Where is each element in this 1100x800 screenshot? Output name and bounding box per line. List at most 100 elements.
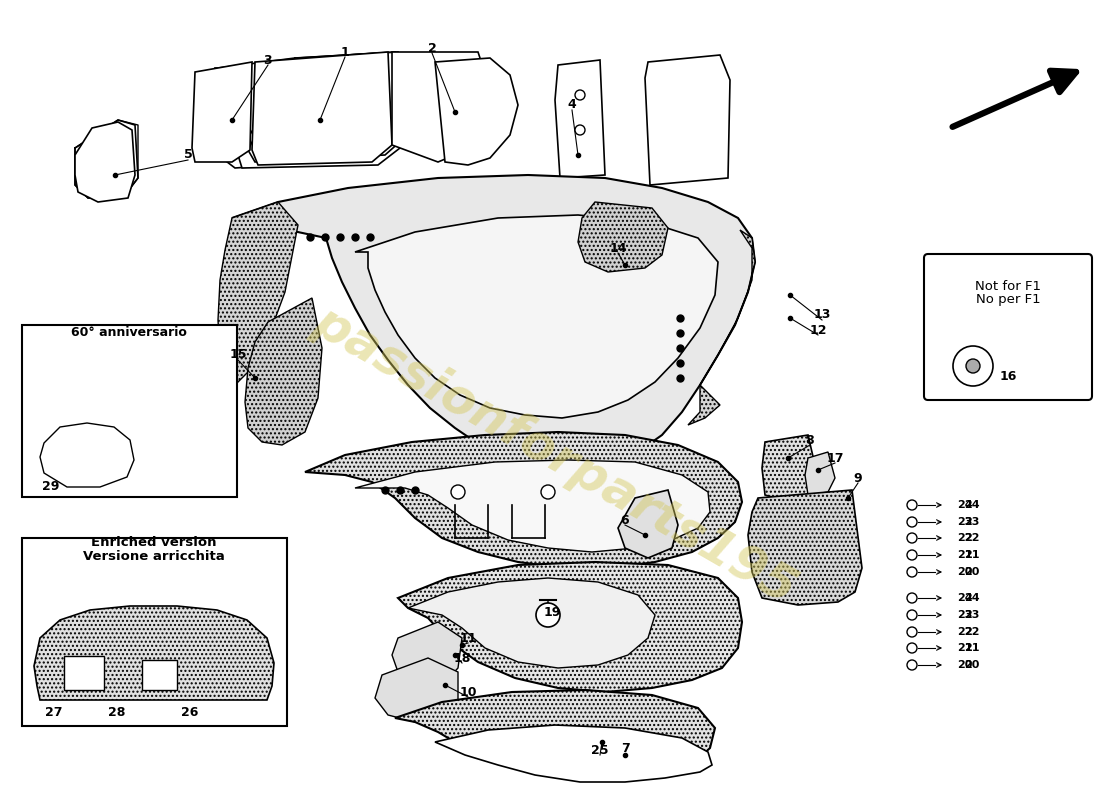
Polygon shape	[805, 452, 835, 495]
FancyBboxPatch shape	[22, 538, 287, 726]
FancyArrowPatch shape	[936, 646, 940, 650]
Polygon shape	[618, 490, 678, 558]
Text: 9: 9	[854, 471, 862, 485]
Circle shape	[451, 485, 465, 499]
Text: 21: 21	[957, 550, 972, 560]
Polygon shape	[434, 58, 518, 165]
FancyArrowPatch shape	[936, 502, 940, 507]
Text: 27: 27	[45, 706, 63, 719]
Text: 22: 22	[965, 533, 980, 543]
Circle shape	[908, 500, 917, 510]
Polygon shape	[375, 658, 458, 722]
Polygon shape	[40, 423, 134, 487]
Circle shape	[908, 660, 917, 670]
Polygon shape	[392, 622, 462, 685]
Text: 15: 15	[229, 349, 246, 362]
Polygon shape	[245, 298, 322, 445]
FancyArrowPatch shape	[936, 613, 940, 618]
Polygon shape	[688, 230, 755, 425]
Polygon shape	[762, 435, 818, 502]
FancyArrowPatch shape	[936, 553, 940, 558]
Text: 28: 28	[108, 706, 125, 719]
Circle shape	[908, 610, 917, 620]
FancyArrowPatch shape	[936, 536, 940, 540]
Text: 11: 11	[460, 631, 476, 645]
Polygon shape	[64, 656, 104, 690]
Text: 5: 5	[184, 149, 192, 162]
Text: Enriched version: Enriched version	[91, 537, 217, 550]
Polygon shape	[75, 120, 138, 198]
Polygon shape	[645, 55, 730, 185]
Text: 3: 3	[264, 54, 273, 66]
Circle shape	[966, 359, 980, 373]
Circle shape	[908, 593, 917, 603]
Text: 17: 17	[826, 451, 844, 465]
Polygon shape	[75, 122, 135, 202]
Text: 23: 23	[965, 610, 980, 620]
Text: 13: 13	[813, 309, 830, 322]
Polygon shape	[248, 52, 402, 162]
Text: 24: 24	[965, 500, 980, 510]
Text: No per F1: No per F1	[976, 294, 1041, 306]
Text: 23: 23	[965, 517, 980, 527]
Text: 24: 24	[965, 593, 980, 603]
Text: Not for F1: Not for F1	[975, 279, 1041, 293]
FancyArrowPatch shape	[936, 520, 940, 524]
FancyBboxPatch shape	[22, 325, 236, 497]
FancyArrowPatch shape	[936, 662, 940, 667]
Text: 2: 2	[428, 42, 437, 54]
Text: 18: 18	[453, 651, 471, 665]
Text: 6: 6	[620, 514, 629, 526]
Circle shape	[953, 346, 993, 386]
Polygon shape	[355, 460, 710, 552]
Text: Versione arricchita: Versione arricchita	[84, 550, 224, 562]
Circle shape	[908, 517, 917, 527]
Text: 22: 22	[965, 627, 980, 637]
Polygon shape	[398, 562, 742, 692]
Text: 16: 16	[1000, 370, 1018, 382]
Polygon shape	[434, 725, 712, 782]
Text: 7: 7	[620, 742, 629, 754]
Circle shape	[575, 90, 585, 100]
Text: 10: 10	[460, 686, 476, 698]
Text: 14: 14	[609, 242, 627, 254]
Polygon shape	[408, 578, 654, 668]
Circle shape	[908, 533, 917, 543]
Text: 20: 20	[957, 660, 972, 670]
Polygon shape	[392, 52, 488, 162]
Text: 23: 23	[957, 610, 972, 620]
Text: 23: 23	[957, 517, 972, 527]
Polygon shape	[355, 215, 718, 418]
Polygon shape	[232, 175, 755, 468]
Polygon shape	[556, 60, 605, 178]
Text: 4: 4	[568, 98, 576, 111]
Polygon shape	[238, 52, 400, 168]
Polygon shape	[34, 606, 274, 700]
Circle shape	[575, 125, 585, 135]
Polygon shape	[192, 62, 252, 162]
Text: 20: 20	[957, 567, 972, 577]
Text: 21: 21	[965, 643, 980, 653]
Circle shape	[908, 550, 917, 560]
FancyBboxPatch shape	[924, 254, 1092, 400]
Text: 19: 19	[543, 606, 561, 618]
Polygon shape	[214, 58, 298, 168]
Polygon shape	[748, 490, 862, 605]
Text: passionforparts195: passionforparts195	[306, 297, 805, 613]
Text: 20: 20	[965, 567, 980, 577]
Text: 8: 8	[805, 434, 814, 446]
FancyArrowPatch shape	[936, 596, 940, 600]
Text: 24: 24	[957, 500, 972, 510]
Text: 60° anniversario: 60° anniversario	[72, 326, 187, 339]
Text: 21: 21	[965, 550, 980, 560]
Circle shape	[908, 627, 917, 637]
Circle shape	[908, 567, 917, 577]
Text: 12: 12	[810, 323, 827, 337]
Polygon shape	[218, 202, 298, 385]
Text: 1: 1	[341, 46, 350, 58]
Text: 25: 25	[592, 743, 608, 757]
Text: 26: 26	[182, 706, 199, 719]
Text: 29: 29	[42, 481, 59, 494]
Polygon shape	[305, 432, 742, 568]
Circle shape	[536, 603, 560, 627]
